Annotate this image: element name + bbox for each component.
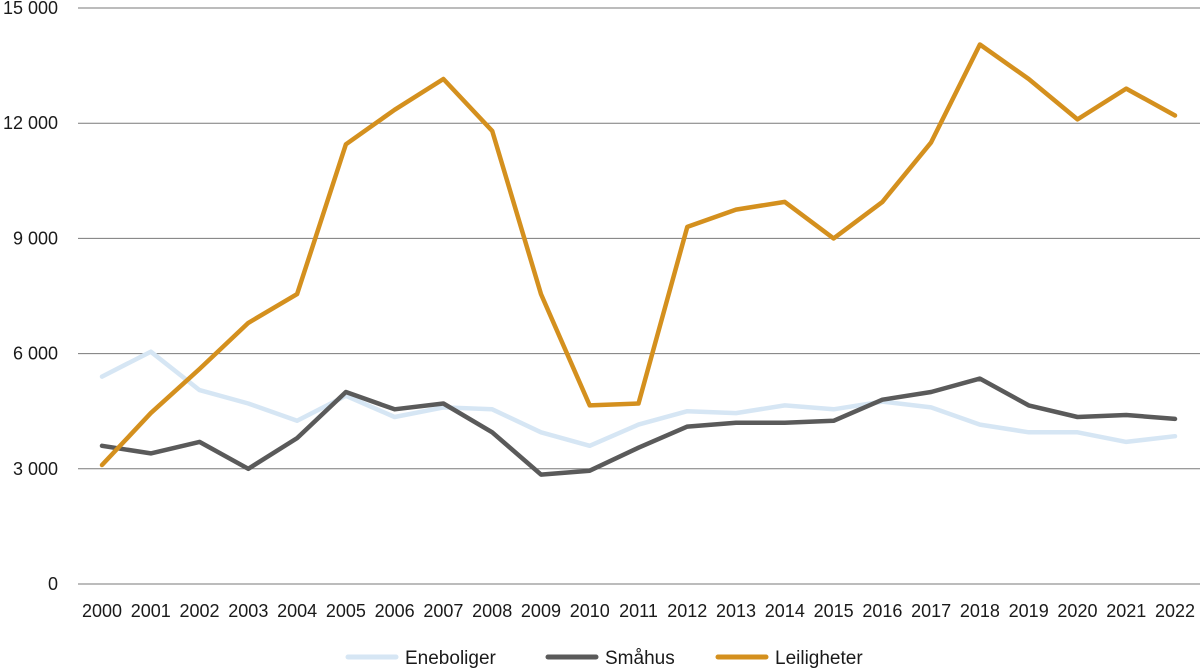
series-line-småhus: [99, 376, 1178, 477]
x-tick-label-2015: 2015: [814, 601, 854, 621]
y-tick-label-6000: 6 000: [13, 344, 58, 364]
x-tick-label-2006: 2006: [375, 601, 415, 621]
x-tick-label-2001: 2001: [131, 601, 171, 621]
x-tick-label-2007: 2007: [423, 601, 463, 621]
x-tick-label-2014: 2014: [765, 601, 805, 621]
x-tick-label-2012: 2012: [667, 601, 707, 621]
grid-lines: [78, 7, 1200, 585]
x-tick-label-2022: 2022: [1155, 601, 1195, 621]
x-tick-label-2005: 2005: [326, 601, 366, 621]
x-tick-label-2020: 2020: [1057, 601, 1097, 621]
x-tick-label-2016: 2016: [862, 601, 902, 621]
y-tick-label-3000: 3 000: [13, 459, 58, 479]
legend-label-småhus: Småhus: [605, 648, 675, 669]
x-tick-label-2017: 2017: [911, 601, 951, 621]
y-tick-label-9000: 9 000: [13, 228, 58, 248]
x-tick-label-2010: 2010: [570, 601, 610, 621]
x-tick-label-2019: 2019: [1009, 601, 1049, 621]
series-line-leiligheter: [99, 42, 1178, 468]
x-tick-label-2004: 2004: [277, 601, 317, 621]
y-tick-label-15000: 15 000: [3, 0, 58, 18]
x-tick-label-2002: 2002: [180, 601, 220, 621]
x-tick-label-2009: 2009: [521, 601, 561, 621]
x-tick-label-2000: 2000: [82, 601, 122, 621]
x-tick-label-2018: 2018: [960, 601, 1000, 621]
series-lines: [99, 42, 1178, 477]
y-axis-tick-labels: 0 3 000 6 000 9 000 12 000 15 000: [3, 0, 58, 594]
x-tick-label-2003: 2003: [228, 601, 268, 621]
y-tick-label-0: 0: [48, 574, 58, 594]
y-tick-label-12000: 12 000: [3, 113, 58, 133]
legend-label-leiligheter: Leiligheter: [775, 648, 863, 669]
x-axis-tick-labels: 2000 2001 2002 2003 2004 2005 2006 2007 2008 2009…: [82, 601, 1195, 621]
x-tick-label-2021: 2021: [1106, 601, 1146, 621]
legend: Eneboliger Småhus Leiligheter: [345, 648, 863, 669]
legend-label-eneboliger: Eneboliger: [405, 648, 497, 669]
x-tick-label-2008: 2008: [472, 601, 512, 621]
x-tick-label-2011: 2011: [619, 601, 658, 621]
x-tick-label-2013: 2013: [716, 601, 756, 621]
series-line-eneboliger: [99, 349, 1178, 449]
